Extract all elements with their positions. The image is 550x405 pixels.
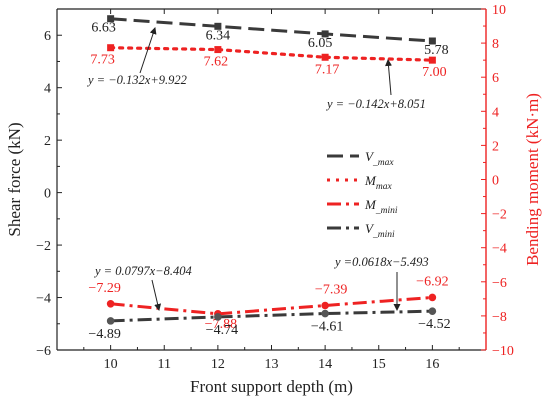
y-left-tick-label: 4 [44, 82, 51, 97]
x-tick-label: 14 [318, 357, 332, 372]
legend-label-V_max: V_max [365, 149, 394, 168]
fit-arrow [385, 59, 392, 96]
x-tick-label: 13 [265, 357, 279, 372]
legend-subscript: _mini [372, 230, 395, 240]
y-left-axis-label: Shear force (kN) [5, 122, 24, 236]
y-left-tick-label: −4 [36, 292, 51, 307]
x-axis-label: Front support depth (m) [190, 377, 353, 396]
data-label-M_mini: −7.88 [205, 317, 237, 332]
x-tick-label: 16 [425, 357, 439, 372]
series-line-M_max [109, 46, 434, 62]
x-tick-label: 15 [372, 357, 386, 372]
point-M_mini [106, 299, 115, 308]
legend-subscript: _max [372, 158, 394, 168]
data-label-V_mini: −4.74 [206, 323, 238, 338]
point-M_max [428, 56, 436, 64]
data-label-V_mini: −4.61 [311, 320, 343, 335]
point-V_max [428, 37, 436, 45]
y-right-axis-label: Bending moment (kN·m) [523, 93, 542, 266]
point-M_max [321, 53, 329, 61]
fit-equation: y = −0.142x+8.051 [325, 97, 426, 111]
data-label-V_max: 6.63 [91, 21, 116, 36]
data-label-M_mini: −7.29 [88, 281, 120, 296]
point-V_mini [214, 313, 222, 321]
fit-equation: y = 0.0797x−8.404 [93, 264, 192, 278]
y-right-tick-label: 10 [492, 3, 506, 18]
fit-arrow [151, 279, 162, 311]
x-tick-label: 11 [158, 357, 171, 372]
point-V_max [214, 22, 222, 30]
y-right-tick-label: 6 [492, 71, 499, 86]
data-label-M_max: 7.17 [315, 62, 340, 77]
y-right-tick-label: 4 [492, 105, 499, 120]
y-left-tick-label: 0 [44, 187, 51, 202]
legend-label-M_mini: M_mini [364, 197, 398, 216]
data-label-M_max: 7.62 [204, 55, 229, 70]
data-label-V_max: 5.78 [424, 43, 449, 58]
data-label-V_mini: −4.89 [88, 327, 120, 342]
y-left-tick-label: 2 [44, 134, 51, 149]
y-right-tick-label: −4 [492, 242, 507, 257]
y-right-tick-label: −8 [492, 310, 507, 325]
legend-main: M [364, 197, 377, 212]
fit-equation: y =0.0618x−5.493 [333, 255, 429, 269]
data-label-M_mini: −7.39 [315, 282, 347, 297]
y-left-tick-label: −6 [36, 344, 51, 359]
data-label-M_max: 7.00 [422, 65, 447, 80]
data-label-M_mini: −6.92 [416, 274, 448, 289]
y-right-tick-label: −2 [492, 208, 507, 223]
y-left-tick-label: 6 [44, 29, 51, 44]
legend-main: M [364, 173, 377, 188]
fit-equation: y = −0.132x+9.922 [86, 73, 187, 87]
fit-arrow [139, 27, 157, 74]
x-tick-label: 12 [211, 357, 225, 372]
point-M_mini [428, 293, 437, 302]
legend-subscript: _mini [375, 206, 398, 216]
x-tick-label: 10 [104, 357, 118, 372]
y-right-tick-label: 2 [492, 139, 499, 154]
point-M_mini [321, 301, 329, 310]
point-V_mini [106, 317, 115, 325]
point-M_max [107, 44, 115, 52]
legend-label-V_mini: V_mini [365, 221, 395, 240]
data-label-M_max: 7.73 [90, 53, 115, 68]
data-label-V_max: 6.05 [308, 36, 333, 51]
point-V_max [321, 30, 329, 38]
series-line-V_mini [110, 309, 433, 323]
point-M_max [214, 46, 222, 54]
point-V_mini [428, 307, 437, 315]
y-right-tick-label: −6 [492, 276, 507, 291]
legend-main: V [365, 221, 375, 236]
y-right-tick-label: 8 [492, 37, 499, 52]
legend-label-M_max: Mmax [364, 173, 392, 192]
data-label-V_mini: −4.52 [418, 317, 450, 332]
point-V_max [107, 15, 115, 23]
y-left-tick-label: −2 [36, 239, 51, 254]
series-line-V_max [110, 17, 433, 43]
legend-main: V [365, 149, 375, 164]
point-V_mini [321, 309, 329, 318]
data-label-V_max: 6.34 [206, 28, 231, 43]
y-right-tick-label: −10 [492, 344, 514, 359]
y-right-tick-label: 0 [492, 174, 499, 189]
legend-subscript: max [376, 182, 393, 192]
